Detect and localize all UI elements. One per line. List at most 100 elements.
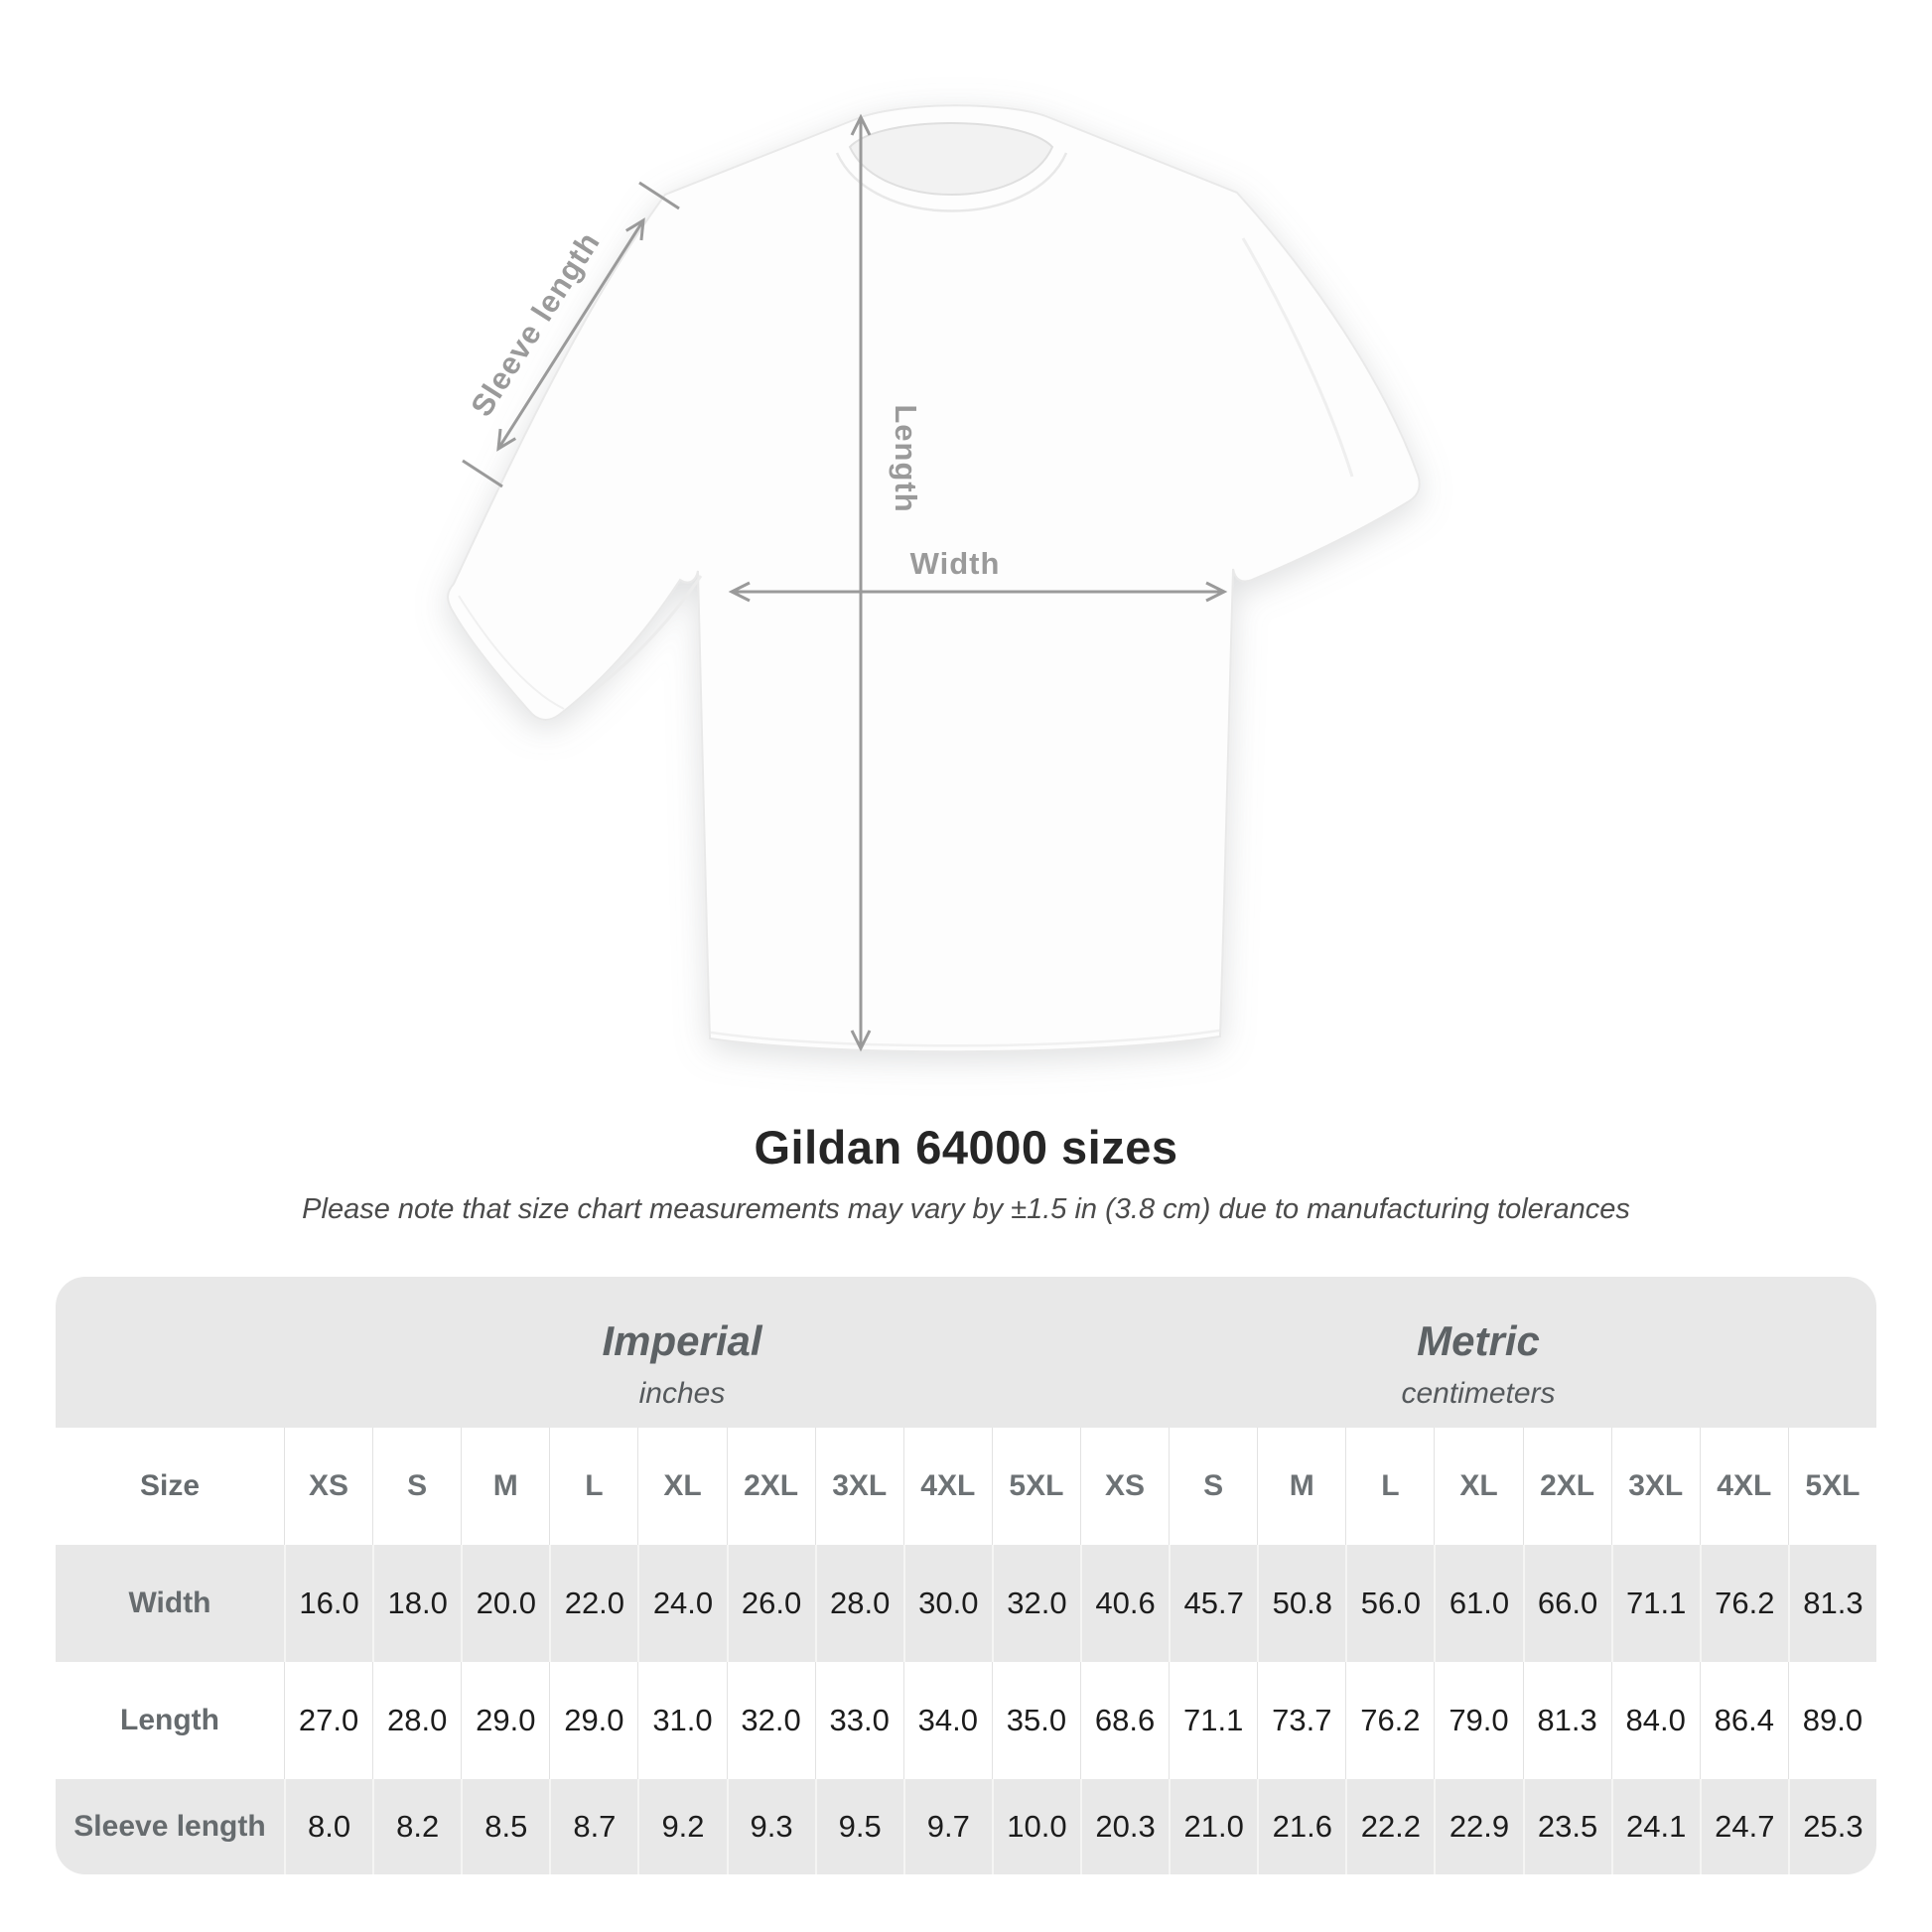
- value-cell-imperial: 9.3: [726, 1779, 815, 1874]
- size-header-row: Size XS S M L XL 2XL 3XL 4XL 5XL XS S M L XL 2XL 3XL 4XL 5…: [56, 1428, 1876, 1545]
- value-cell-metric: 86.4: [1699, 1662, 1788, 1779]
- size-header-metric: S: [1169, 1428, 1257, 1545]
- value-cell-metric: 45.7: [1169, 1545, 1257, 1662]
- value-cell-metric: 73.7: [1257, 1662, 1345, 1779]
- value-cell-imperial: 9.5: [814, 1779, 903, 1874]
- imperial-group-header: Imperial inches: [284, 1277, 1080, 1428]
- value-cell-metric: 84.0: [1610, 1662, 1700, 1779]
- size-header-metric: 3XL: [1610, 1428, 1700, 1545]
- value-cell-metric: 81.3: [1522, 1662, 1611, 1779]
- unit-group-header-row: Imperial inches Metric centimeters: [56, 1277, 1876, 1428]
- value-cell-metric: 50.8: [1257, 1545, 1345, 1662]
- value-cell-imperial: 8.0: [284, 1779, 372, 1874]
- value-cell-imperial: 8.5: [461, 1779, 549, 1874]
- value-cell-metric: 66.0: [1522, 1545, 1611, 1662]
- sleeve-length-tick-top: [638, 181, 680, 210]
- value-cell-imperial: 28.0: [814, 1545, 903, 1662]
- value-cell-metric: 68.6: [1080, 1662, 1169, 1779]
- value-cell-metric: 23.5: [1522, 1779, 1611, 1874]
- value-cell-metric: 22.9: [1434, 1779, 1522, 1874]
- value-cell-imperial: 9.7: [902, 1779, 992, 1874]
- size-header-metric: M: [1257, 1428, 1345, 1545]
- sleeve-length-tick-bottom: [462, 459, 503, 488]
- value-cell-imperial: 34.0: [902, 1662, 992, 1779]
- value-cell-imperial: 20.0: [461, 1545, 549, 1662]
- value-cell-metric: 56.0: [1345, 1545, 1434, 1662]
- value-cell-metric: 21.0: [1169, 1779, 1257, 1874]
- value-cell-imperial: 26.0: [726, 1545, 815, 1662]
- value-cell-imperial: 10.0: [991, 1779, 1080, 1874]
- size-header-metric: L: [1345, 1428, 1434, 1545]
- size-header-imperial: S: [372, 1428, 461, 1545]
- value-cell-imperial: 16.0: [284, 1545, 372, 1662]
- measurement-row-width: Width 16.0 18.0 20.0 22.0 24.0 26.0 28.0 30.0 32.…: [56, 1545, 1876, 1662]
- value-cell-metric: 71.1: [1169, 1662, 1257, 1779]
- value-cell-metric: 89.0: [1787, 1662, 1876, 1779]
- size-header-imperial: M: [461, 1428, 549, 1545]
- size-header-imperial: 4XL: [902, 1428, 992, 1545]
- size-column-header: Size: [139, 1469, 201, 1502]
- value-cell-imperial: 32.0: [991, 1545, 1080, 1662]
- value-cell-metric: 81.3: [1787, 1545, 1876, 1662]
- size-header-imperial: 5XL: [991, 1428, 1080, 1545]
- value-cell-imperial: 30.0: [902, 1545, 992, 1662]
- value-cell-imperial: 22.0: [549, 1545, 637, 1662]
- value-cell-metric: 71.1: [1610, 1545, 1700, 1662]
- value-cell-imperial: 29.0: [461, 1662, 549, 1779]
- measurement-annotations: [462, 113, 1228, 1052]
- metric-group-header: Metric centimeters: [1080, 1277, 1876, 1428]
- size-table: Imperial inches Metric centimeters Size X…: [56, 1277, 1876, 1874]
- size-header-imperial: XL: [637, 1428, 726, 1545]
- size-header-metric: XS: [1080, 1428, 1169, 1545]
- hem-stitch: [710, 1029, 1220, 1047]
- value-cell-metric: 24.1: [1610, 1779, 1700, 1874]
- value-cell-imperial: 33.0: [814, 1662, 903, 1779]
- value-cell-metric: 40.6: [1080, 1545, 1169, 1662]
- size-header-imperial: XS: [284, 1428, 372, 1545]
- value-cell-imperial: 27.0: [284, 1662, 372, 1779]
- value-cell-imperial: 32.0: [726, 1662, 815, 1779]
- value-cell-imperial: 8.2: [372, 1779, 461, 1874]
- cuff-stitch-left: [458, 595, 565, 710]
- measurement-row-length: Length 27.0 28.0 29.0 29.0 31.0 32.0 33.0 34.0 35…: [56, 1662, 1876, 1779]
- metric-unit-label: centimeters: [1401, 1377, 1556, 1410]
- value-cell-imperial: 8.7: [549, 1779, 637, 1874]
- row-label: Sleeve length: [73, 1810, 266, 1843]
- measurement-row-sleeve-length: Sleeve length 8.0 8.2 8.5 8.7 9.2 9.3 9.5 9.7 10.…: [56, 1779, 1876, 1874]
- value-cell-metric: 22.2: [1345, 1779, 1434, 1874]
- value-cell-imperial: 35.0: [991, 1662, 1080, 1779]
- value-cell-metric: 76.2: [1699, 1545, 1788, 1662]
- value-cell-metric: 25.3: [1787, 1779, 1876, 1874]
- width-label: Width: [910, 546, 1001, 581]
- value-cell-imperial: 18.0: [372, 1545, 461, 1662]
- size-header-imperial: 2XL: [726, 1428, 815, 1545]
- value-cell-imperial: 9.2: [637, 1779, 726, 1874]
- row-label: Width: [128, 1587, 211, 1619]
- imperial-unit-label: inches: [638, 1377, 726, 1410]
- size-header-metric: 5XL: [1787, 1428, 1876, 1545]
- size-header-imperial: 3XL: [814, 1428, 903, 1545]
- value-cell-imperial: 24.0: [637, 1545, 726, 1662]
- value-cell-metric: 24.7: [1699, 1779, 1788, 1874]
- value-cell-imperial: 31.0: [637, 1662, 726, 1779]
- sleeve-crease-right: [1241, 237, 1354, 478]
- row-label: Length: [120, 1704, 219, 1736]
- value-cell-imperial: 28.0: [372, 1662, 461, 1779]
- size-column-spacer: [56, 1277, 284, 1428]
- value-cell-metric: 61.0: [1434, 1545, 1522, 1662]
- value-cell-metric: 21.6: [1257, 1779, 1345, 1874]
- underarm-crease-left: [587, 575, 703, 697]
- page-title: Gildan 64000 sizes: [754, 1121, 1178, 1173]
- collar-opening: [848, 122, 1054, 196]
- value-cell-imperial: 29.0: [549, 1662, 637, 1779]
- value-cell-metric: 76.2: [1345, 1662, 1434, 1779]
- tolerance-note: Please note that size chart measurements…: [302, 1193, 1630, 1225]
- imperial-label: Imperial: [602, 1317, 762, 1364]
- tshirt-body: [447, 104, 1421, 1053]
- value-cell-metric: 79.0: [1434, 1662, 1522, 1779]
- size-header-metric: 2XL: [1522, 1428, 1611, 1545]
- metric-label: Metric: [1417, 1317, 1540, 1364]
- length-label: Length: [889, 404, 923, 512]
- size-header-metric: 4XL: [1699, 1428, 1788, 1545]
